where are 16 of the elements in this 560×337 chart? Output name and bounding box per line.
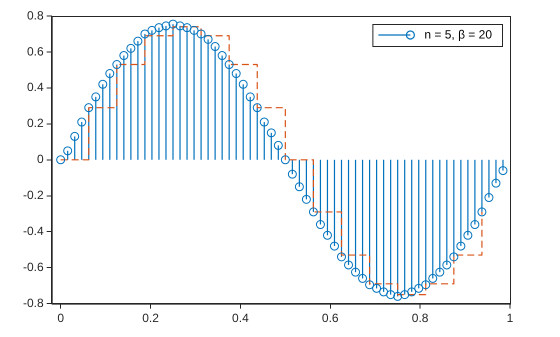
x-tick-label: 0.8	[412, 311, 429, 326]
y-tick-label: -0.8	[22, 296, 44, 310]
x-tick-label: 1	[506, 311, 514, 326]
y-tick-label: 0.6	[26, 44, 44, 58]
y-tick-label: -0.4	[22, 224, 44, 238]
y-tick-label: 0.8	[26, 8, 44, 22]
x-tick-label: 0.4	[232, 311, 250, 326]
x-tick-label: 0.2	[142, 311, 160, 326]
y-tick-label: 0.2	[26, 116, 44, 130]
legend-label: n = 5, β = 20	[424, 27, 492, 42]
y-tick-label: -0.2	[22, 188, 44, 202]
y-tick-label: 0	[36, 152, 44, 166]
x-tick-label: 0.6	[322, 311, 339, 326]
x-tick-label: 0	[57, 311, 64, 326]
y-tick-label: -0.6	[22, 260, 44, 274]
y-tick-label: 0.4	[26, 80, 44, 94]
